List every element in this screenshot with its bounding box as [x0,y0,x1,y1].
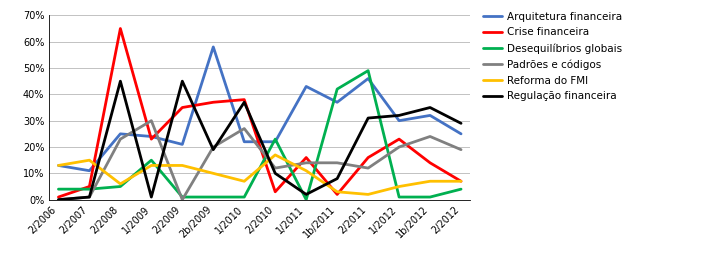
Arquitetura financeira [178,143,187,146]
Desequilíbrios globais [271,137,279,141]
Padrões e códigos [209,145,218,148]
Crise financeira [178,106,187,109]
Arquitetura financeira [457,132,465,135]
Regulação financeira [240,101,249,104]
Reforma do FMI [54,164,62,167]
Line: Reforma do FMI: Reforma do FMI [58,155,461,194]
Desequilíbrios globais [333,88,341,91]
Regulação financeira [54,198,62,201]
Regulação financeira [147,196,156,199]
Desequilíbrios globais [364,69,372,72]
Padrões e códigos [116,137,124,141]
Desequilíbrios globais [302,198,310,201]
Reforma do FMI [457,180,465,183]
Arquitetura financeira [364,77,372,80]
Reforma do FMI [271,153,279,156]
Padrões e códigos [395,145,404,148]
Reforma do FMI [333,190,341,193]
Crise financeira [333,193,341,196]
Padrões e códigos [426,135,435,138]
Arquitetura financeira [426,114,435,117]
Crise financeira [209,101,218,104]
Line: Regulação financeira: Regulação financeira [58,81,461,200]
Arquitetura financeira [302,85,310,88]
Regulação financeira [302,193,310,196]
Padrões e códigos [178,198,187,201]
Desequilíbrios globais [178,196,187,199]
Arquitetura financeira [116,132,124,135]
Reforma do FMI [364,193,372,196]
Line: Padrões e códigos: Padrões e códigos [58,121,461,200]
Arquitetura financeira [147,135,156,138]
Crise financeira [302,156,310,159]
Padrões e códigos [457,148,465,151]
Reforma do FMI [147,164,156,167]
Regulação financeira [426,106,435,109]
Arquitetura financeira [240,140,249,143]
Arquitetura financeira [271,140,279,143]
Desequilíbrios globais [116,185,124,188]
Reforma do FMI [178,164,187,167]
Crise financeira [240,98,249,101]
Crise financeira [85,185,93,188]
Padrões e códigos [271,167,279,170]
Desequilíbrios globais [426,196,435,199]
Regulação financeira [209,148,218,151]
Crise financeira [116,27,124,30]
Reforma do FMI [426,180,435,183]
Desequilíbrios globais [54,188,62,191]
Crise financeira [426,161,435,164]
Reforma do FMI [302,169,310,172]
Crise financeira [147,137,156,141]
Desequilíbrios globais [240,196,249,199]
Padrões e códigos [54,198,62,201]
Padrões e códigos [364,167,372,170]
Line: Desequilíbrios globais: Desequilíbrios globais [58,71,461,200]
Desequilíbrios globais [457,188,465,191]
Legend: Arquitetura financeira, Crise financeira, Desequilíbrios globais, Padrões e códi: Arquitetura financeira, Crise financeira… [483,12,622,101]
Regulação financeira [457,122,465,125]
Reforma do FMI [395,185,404,188]
Crise financeira [271,190,279,193]
Crise financeira [364,156,372,159]
Arquitetura financeira [85,169,93,172]
Padrões e códigos [240,127,249,130]
Reforma do FMI [240,180,249,183]
Crise financeira [457,180,465,183]
Arquitetura financeira [395,119,404,122]
Arquitetura financeira [209,45,218,48]
Desequilíbrios globais [147,159,156,162]
Padrões e códigos [85,196,93,199]
Line: Arquitetura financeira: Arquitetura financeira [58,47,461,171]
Reforma do FMI [116,182,124,185]
Regulação financeira [395,114,404,117]
Regulação financeira [178,80,187,83]
Regulação financeira [333,177,341,180]
Desequilíbrios globais [209,196,218,199]
Reforma do FMI [209,172,218,175]
Padrões e códigos [333,161,341,164]
Regulação financeira [364,116,372,120]
Regulação financeira [271,172,279,175]
Desequilíbrios globais [395,196,404,199]
Padrões e códigos [147,119,156,122]
Crise financeira [395,137,404,141]
Arquitetura financeira [54,164,62,167]
Desequilíbrios globais [85,188,93,191]
Regulação financeira [85,196,93,199]
Padrões e códigos [302,161,310,164]
Crise financeira [54,196,62,199]
Regulação financeira [116,80,124,83]
Reforma do FMI [85,159,93,162]
Arquitetura financeira [333,101,341,104]
Line: Crise financeira: Crise financeira [58,28,461,197]
